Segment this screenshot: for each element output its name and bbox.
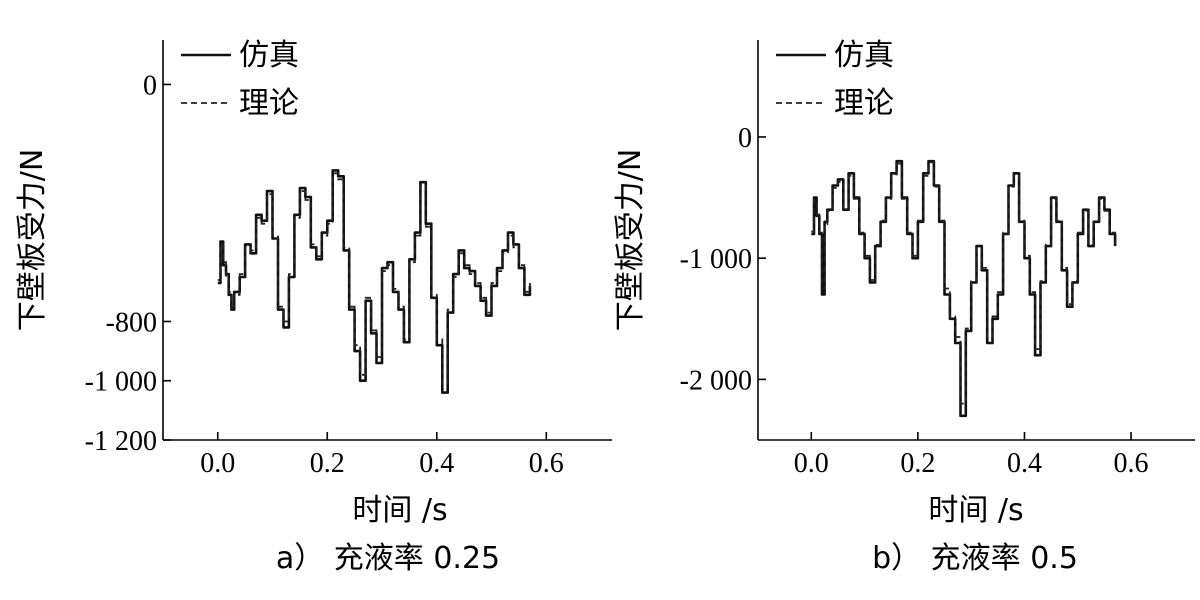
series-line-理论 xyxy=(217,172,531,385)
panel-a-caption: a） 充液率 0.25 xyxy=(276,541,500,576)
x-tick-label: 0.0 xyxy=(794,448,829,479)
x-tick-label: 0.0 xyxy=(200,448,235,479)
y-tick-label: -1 000 xyxy=(680,244,752,275)
x-tick-label: 0.4 xyxy=(419,448,454,479)
x-tick-label: 0.4 xyxy=(1007,448,1042,479)
series-line-理论 xyxy=(811,161,1116,405)
panel-b-ylabel: 下壁板受力/N xyxy=(613,149,648,332)
x-tick-label: 0.2 xyxy=(310,448,345,479)
legend-label: 理论 xyxy=(239,86,299,121)
x-tick-label: 0.6 xyxy=(529,448,564,479)
y-tick-label: -800 xyxy=(106,307,157,338)
y-tick-label: -2 000 xyxy=(680,365,752,396)
legend-label: 仿真 xyxy=(239,38,299,73)
legend-label: 仿真 xyxy=(834,38,894,73)
y-tick-label: 0 xyxy=(738,123,752,154)
x-tick-label: 0.6 xyxy=(1114,448,1149,479)
panel-b-caption: b） 充液率 0.5 xyxy=(872,541,1078,576)
panel-a-ylabel: 下壁板受力/N xyxy=(15,149,50,332)
series-line-仿真 xyxy=(811,159,1117,418)
panel-b-xlabel: 时间 /s xyxy=(928,493,1023,528)
y-tick-label: -1 200 xyxy=(85,426,157,457)
y-tick-label: -1 000 xyxy=(85,367,157,398)
y-tick-label: 0 xyxy=(143,70,157,101)
legend-label: 理论 xyxy=(834,86,894,121)
x-tick-label: 0.2 xyxy=(900,448,935,479)
panel-a-xlabel: 时间 /s xyxy=(352,493,447,528)
series-line-仿真 xyxy=(217,169,532,394)
